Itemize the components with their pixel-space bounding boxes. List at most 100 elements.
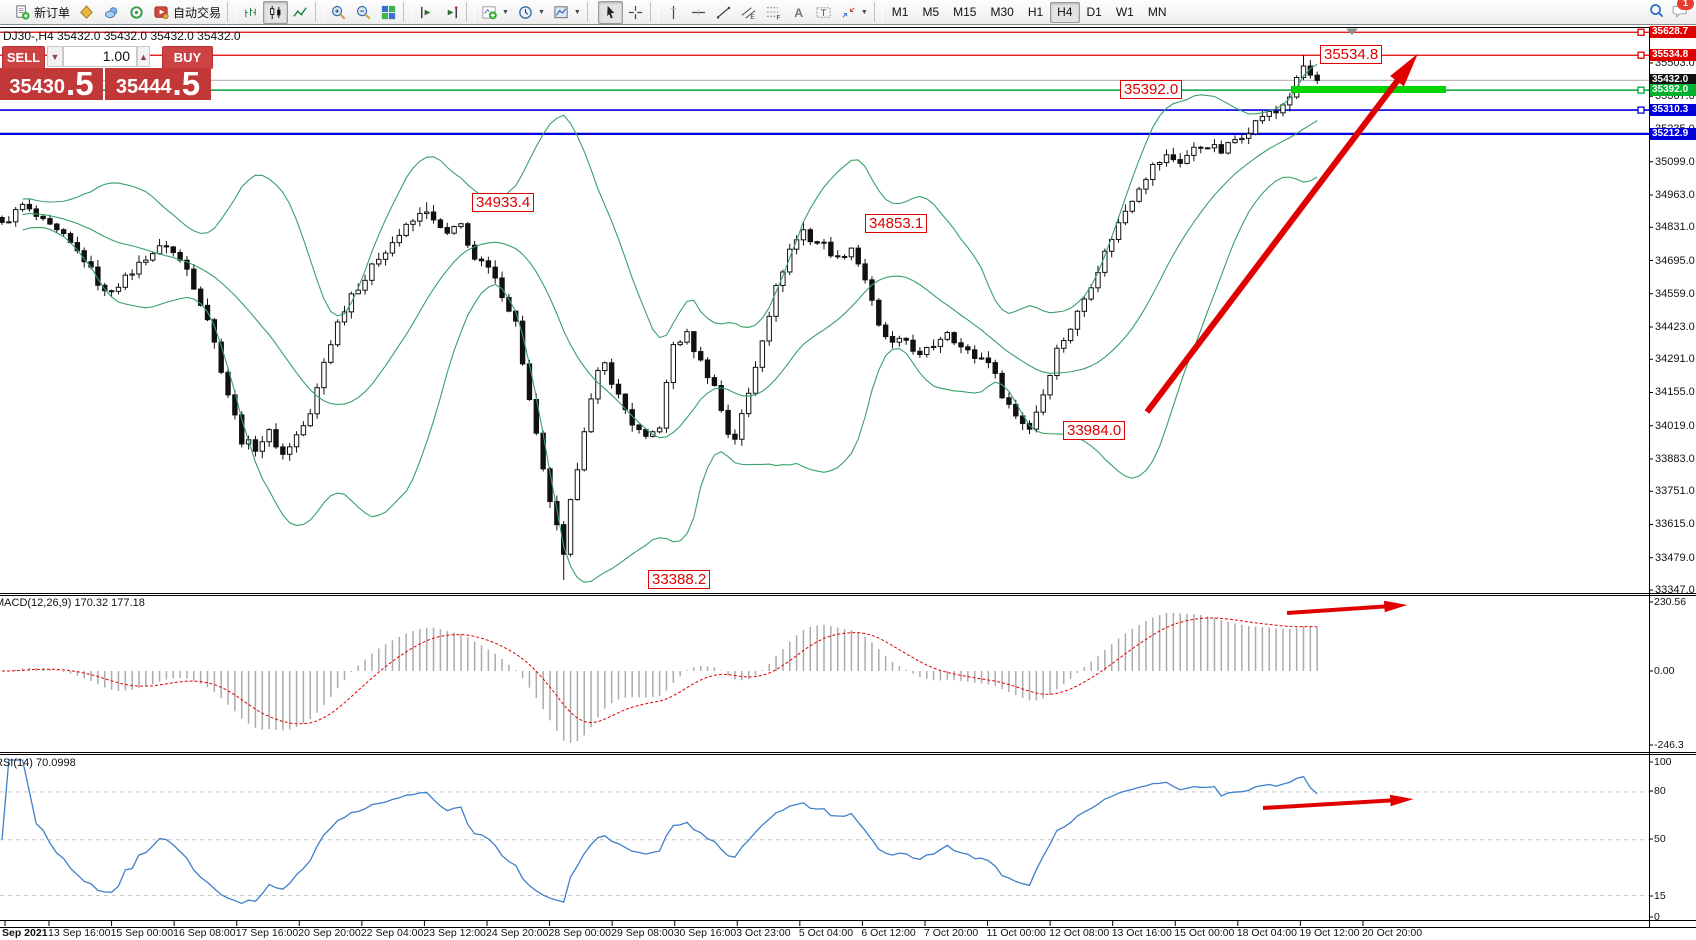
arrows-icon: [840, 4, 857, 21]
tile-windows-button[interactable]: [376, 1, 401, 24]
time-axis-label: 20 Oct 20:00: [1361, 927, 1423, 939]
candles-icon: [267, 4, 284, 21]
price-axis-tick: 33615.0: [1655, 518, 1695, 531]
toolbar-separator: [466, 2, 476, 22]
toolbar-button-label: M15: [953, 4, 977, 19]
zoom-out-button[interactable]: [351, 1, 376, 24]
signals-button[interactable]: [124, 1, 149, 24]
indicators-icon: [481, 4, 498, 21]
toolbar-button-label: M30: [990, 4, 1014, 19]
volume-increase-button[interactable]: ▲: [137, 46, 150, 67]
toolbar-button-label: H1: [1027, 4, 1044, 19]
rsi-axis-label: 50: [1654, 833, 1666, 845]
price-level-badge: 35392.0: [1650, 84, 1696, 97]
macd-indicator-label: MACD(12,26,9) 170.32 177.18: [0, 597, 145, 609]
sell-price-main: 35430: [9, 76, 66, 98]
time-axis-label: 12 Oct 08:00: [1049, 927, 1110, 939]
price-axis-tick: 34831.0: [1655, 221, 1695, 234]
data-window-button[interactable]: [99, 1, 124, 24]
toolbar-separator: [403, 2, 413, 22]
toolbar-button-label: 自动交易: [173, 5, 222, 20]
trendline-icon: [715, 4, 732, 21]
text-label-button[interactable]: T: [811, 1, 836, 24]
rsi-axis-label: 100: [1654, 756, 1672, 768]
signal-icon: [128, 4, 145, 21]
zoom-in-button[interactable]: [326, 1, 351, 24]
templates-button[interactable]: ▼: [549, 1, 585, 24]
time-axis-label: 5 Oct 04:00: [798, 927, 854, 939]
buy-price-frac: .5: [172, 65, 201, 102]
time-axis-label: 19 Oct 12:00: [1299, 927, 1360, 939]
doc-plus-icon: [14, 4, 31, 21]
timeframe-m5-button[interactable]: M5: [915, 2, 946, 23]
timeframe-m15-button[interactable]: M15: [946, 2, 983, 23]
rsi-indicator-label: RSI(14) 70.0998: [0, 757, 76, 769]
chart-shift-button[interactable]: [439, 1, 464, 24]
vertical-line-button[interactable]: [661, 1, 686, 24]
notification-count-badge: 1: [1677, 0, 1694, 10]
time-axis-label: 18 Oct 04:00: [1236, 927, 1297, 939]
toolbar-separator: [649, 2, 659, 22]
volume-input[interactable]: 1.00: [63, 46, 137, 67]
time-axis-label: 3 Oct 23:00: [736, 927, 791, 939]
buy-button[interactable]: BUY: [162, 46, 213, 69]
chevron-down-icon: ▼: [860, 8, 868, 16]
indicators-button[interactable]: ▼: [477, 1, 513, 24]
autotrade-button[interactable]: 自动交易: [149, 1, 225, 24]
fibonacci-button[interactable]: F: [761, 1, 786, 24]
toolbar-button-label: M5: [922, 4, 940, 19]
autotrade-icon: [153, 4, 170, 21]
horizontal-line-button[interactable]: [686, 1, 711, 24]
price-annotation: 34933.4: [472, 193, 535, 212]
timeframe-mn-button[interactable]: MN: [1141, 2, 1174, 23]
time-axis-label: 29 Sep 08:00: [611, 927, 674, 939]
arrows-button[interactable]: ▼: [836, 1, 872, 24]
sell-button[interactable]: SELL: [2, 46, 45, 69]
bar-chart-button[interactable]: [238, 1, 263, 24]
rsi-axis-label: 0: [1654, 911, 1660, 923]
candlestick-chart-button[interactable]: [263, 0, 289, 24]
text-button[interactable]: A: [786, 1, 811, 24]
auto-scroll-button[interactable]: [414, 1, 439, 24]
market-watch-button[interactable]: [74, 1, 99, 24]
timeframe-h1-button[interactable]: H1: [1021, 2, 1050, 23]
time-axis-label: 22 Sep 04:00: [360, 927, 424, 939]
svg-text:T: T: [821, 7, 827, 18]
hline-icon: [690, 4, 707, 21]
sell-price[interactable]: 35430.5: [0, 67, 103, 100]
channel-button[interactable]: E: [736, 1, 761, 24]
volume-decrease-button[interactable]: ▼: [47, 46, 63, 67]
periods-button[interactable]: ▼: [513, 1, 549, 24]
time-axis-label: 17 Sep 16:00: [235, 927, 299, 939]
trendline-button[interactable]: [711, 1, 736, 24]
time-axis-label: 15 Sep 00:00: [110, 927, 174, 939]
timeframe-d1-button[interactable]: D1: [1080, 2, 1109, 23]
time-axis-label: 23 Sep 12:00: [423, 927, 486, 939]
svg-text:A: A: [794, 5, 803, 19]
macd-axis-label: 0.00: [1654, 665, 1675, 677]
buy-price[interactable]: 35444.5: [105, 65, 211, 102]
time-axis-label: 16 Sep 08:00: [173, 927, 236, 939]
clock-icon: [517, 4, 534, 21]
line-chart-button[interactable]: [288, 1, 313, 24]
new-order-button[interactable]: 新订单: [10, 1, 74, 24]
price-axis-tick: 34963.0: [1655, 188, 1695, 201]
tile-icon: [380, 4, 397, 21]
timeframe-h4-button[interactable]: H4: [1050, 1, 1080, 23]
crosshair-button[interactable]: [623, 1, 648, 24]
time-axis-label: 28 Sep 00:00: [548, 927, 612, 939]
rsi-axis-label: 15: [1654, 890, 1666, 902]
search-icon[interactable]: [1648, 2, 1665, 22]
timeframe-m30-button[interactable]: M30: [983, 2, 1020, 23]
time-axis-label: 6 Oct 12:00: [861, 927, 916, 939]
price-annotation: 33388.2: [648, 570, 711, 589]
price-axis-tick: 33347.0: [1655, 584, 1695, 596]
price-axis-tick: 34695.0: [1655, 254, 1695, 267]
chevron-down-icon: ▼: [502, 8, 509, 16]
notifications-icon[interactable]: 1: [1671, 0, 1694, 22]
timeframe-w1-button[interactable]: W1: [1109, 2, 1141, 23]
cursor-button[interactable]: [597, 0, 623, 24]
toolbar: 新订单 自动交易 ▼ ▼ ▼ E F A T ▼ M1 M5 M15 M30 H1 H4 D1 W1 MN 1: [0, 0, 1696, 25]
timeframe-m1-button[interactable]: M1: [885, 2, 916, 23]
